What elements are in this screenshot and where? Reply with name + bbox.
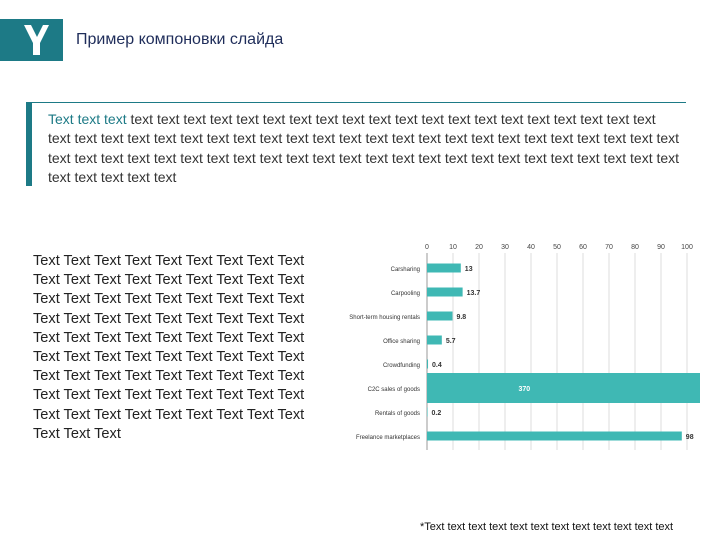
bar <box>427 359 429 369</box>
tick-label: 0 <box>425 244 429 251</box>
tick-label: 20 <box>475 244 483 251</box>
data-label: 13.7 <box>467 290 481 297</box>
data-label: 5.7 <box>446 338 456 345</box>
tick-label: 80 <box>631 244 639 251</box>
data-label: 0.4 <box>432 362 442 369</box>
bar <box>427 431 682 441</box>
body-text-column: Text Text Text Text Text Text Text Text … <box>33 253 305 442</box>
category-label: C2C sales of goods <box>368 387 420 393</box>
tick-label: 10 <box>449 244 457 251</box>
bar <box>427 287 463 297</box>
bar <box>427 407 428 417</box>
bar <box>427 335 442 345</box>
category-label: Office sharing <box>383 339 420 345</box>
category-label: Freelance marketplaces <box>356 435 420 441</box>
slide-title: Пример компоновки слайда <box>76 31 284 48</box>
category-label: Crowdfunding <box>383 363 420 369</box>
logo <box>0 19 63 61</box>
data-label: 370 <box>519 386 531 393</box>
data-label: 98 <box>686 434 694 441</box>
category-label: Carsharing <box>391 267 420 273</box>
data-label: 0.2 <box>432 410 442 417</box>
tick-label: 100 <box>681 244 693 251</box>
quote-accent-text: Text text text <box>48 111 127 127</box>
tick-label: 50 <box>553 244 561 251</box>
tick-label: 70 <box>605 244 613 251</box>
data-label: 9.8 <box>456 314 466 321</box>
quote-body-text: text text text text text text text text … <box>48 111 680 185</box>
quote-divider <box>32 102 686 103</box>
category-label: Rentals of goods <box>375 411 420 417</box>
bar <box>427 373 700 403</box>
category-label: Carpooling <box>391 291 420 297</box>
quote-text: Text text text text text text text text … <box>48 110 680 187</box>
tick-label: 30 <box>501 244 509 251</box>
footnote: *Text text text text text text text text… <box>420 521 674 533</box>
quote-accent-bar <box>26 102 32 186</box>
category-label: Short-term housing rentals <box>349 315 420 321</box>
tick-label: 90 <box>657 244 665 251</box>
tick-label: 60 <box>579 244 587 251</box>
bar-chart: 0 10 20 30 40 50 60 70 80 90 100 Carsharing 13 Carpoo… <box>349 244 700 450</box>
bar <box>427 263 461 273</box>
tick-label: 40 <box>527 244 535 251</box>
y-logo-icon <box>24 25 49 55</box>
bar <box>427 311 453 321</box>
data-label: 13 <box>465 266 473 273</box>
